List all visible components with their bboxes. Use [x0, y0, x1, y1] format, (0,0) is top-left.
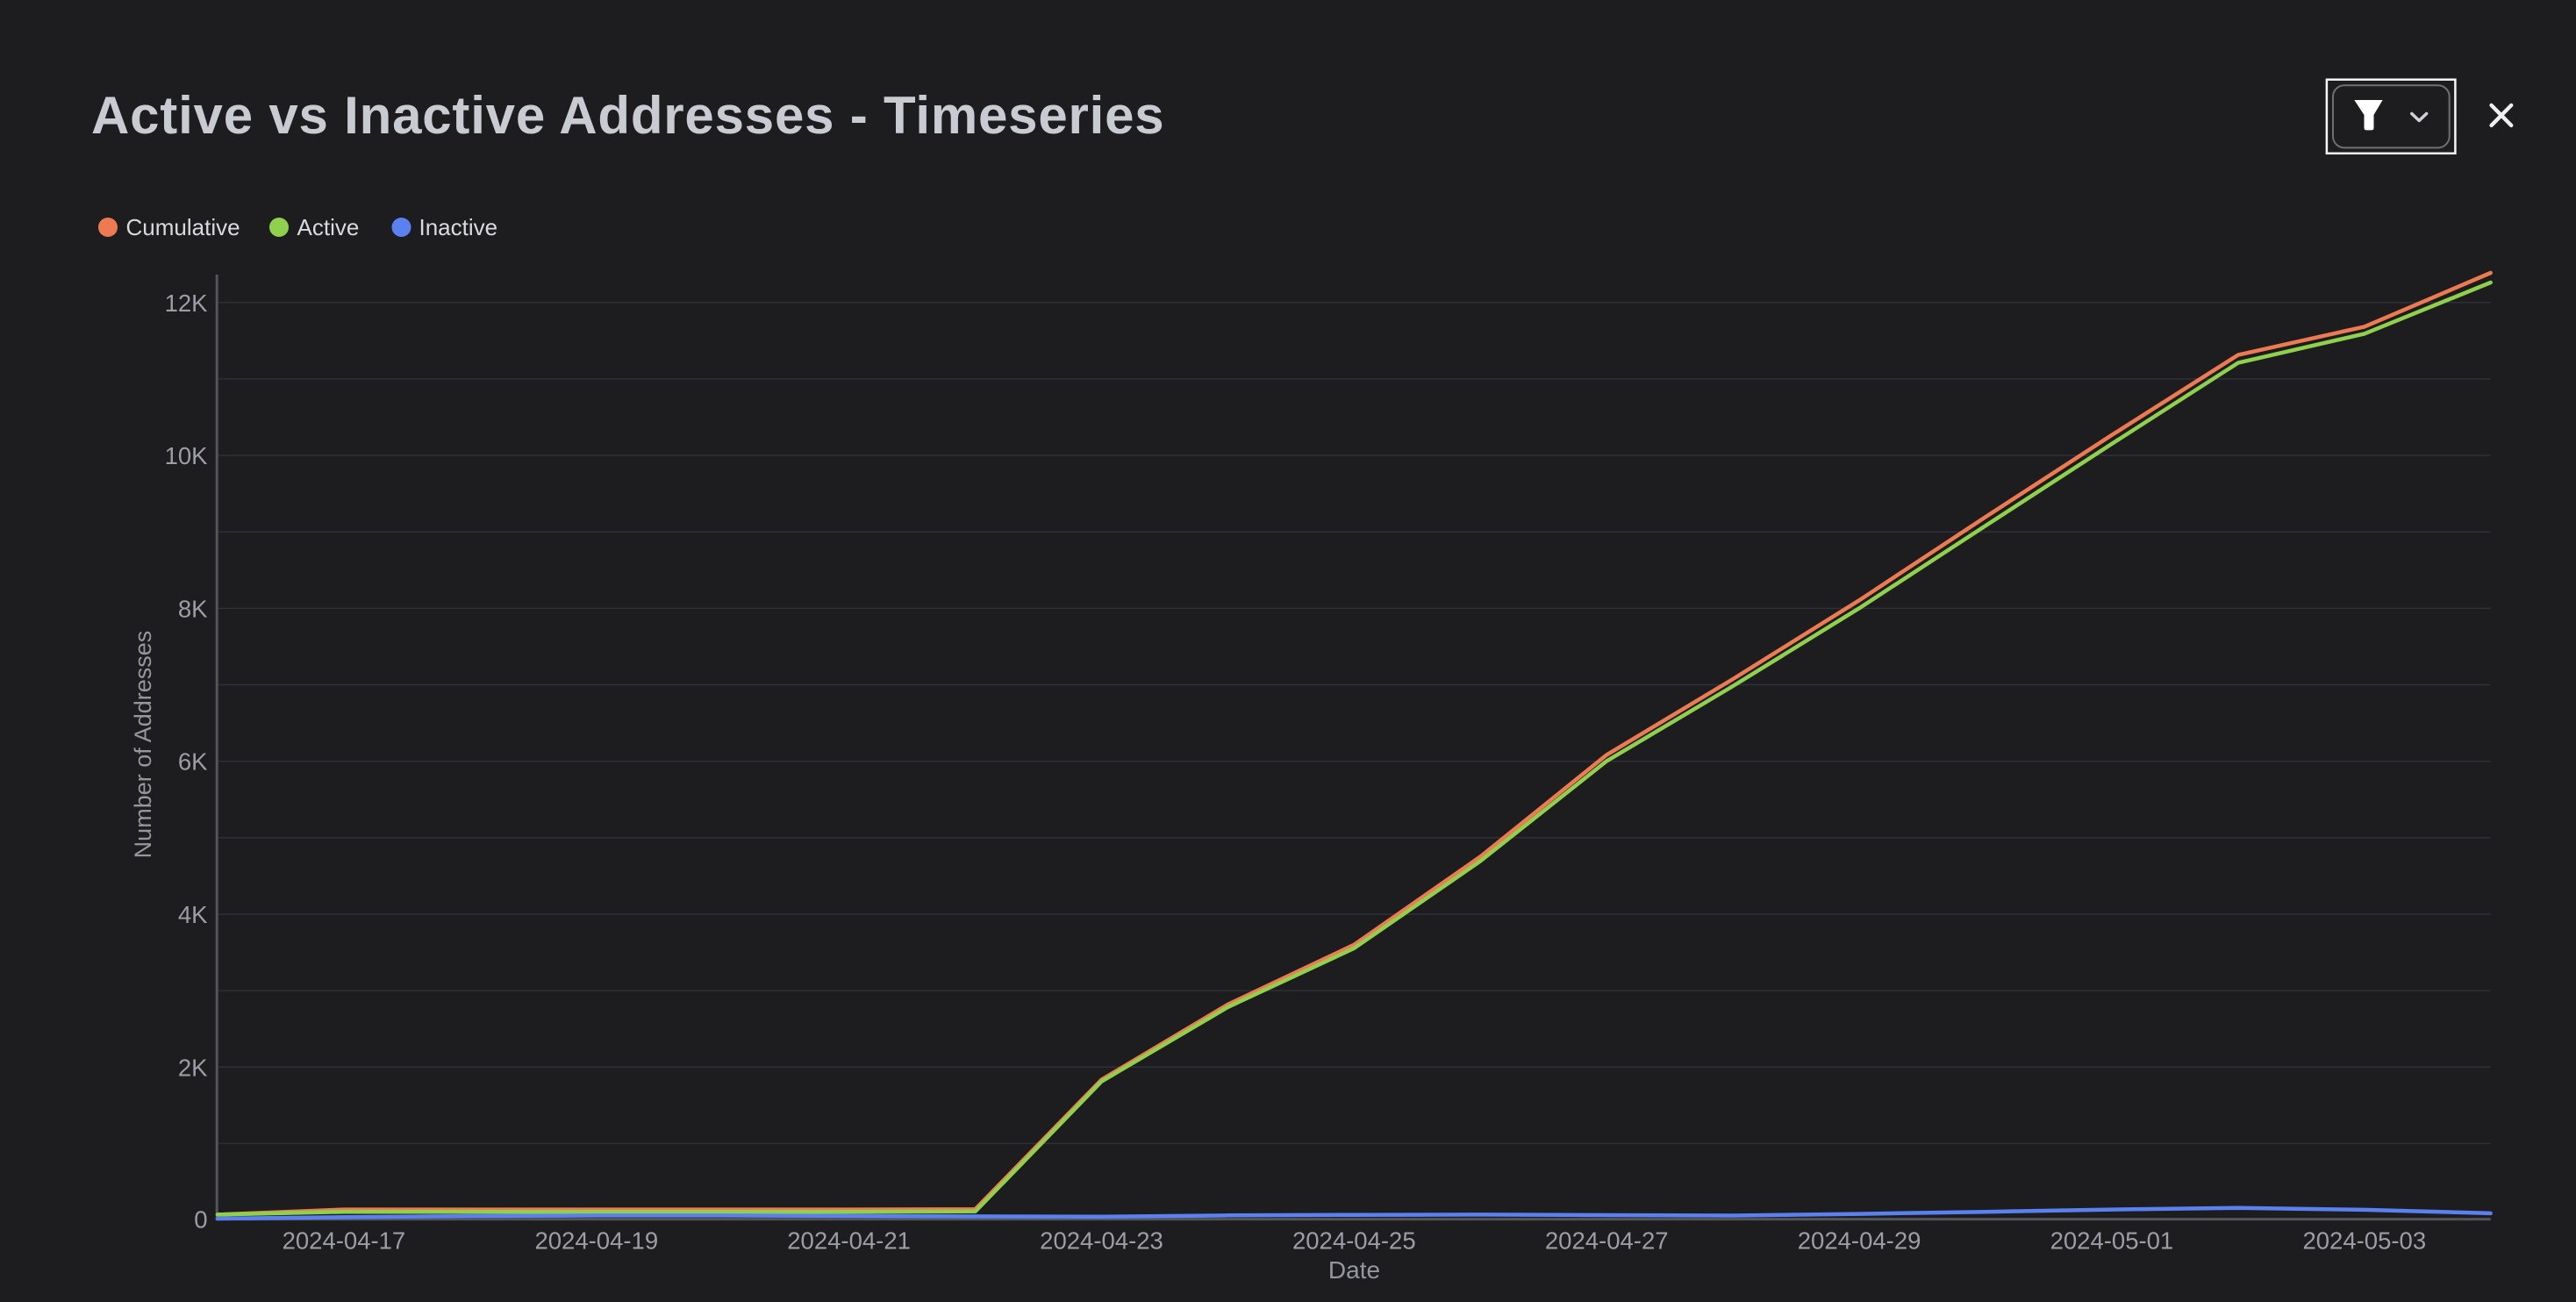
svg-text:Inactive: Inactive — [419, 214, 498, 240]
svg-text:2024-04-27: 2024-04-27 — [1545, 1227, 1669, 1255]
svg-text:10K: 10K — [165, 442, 209, 469]
svg-text:2K: 2K — [178, 1054, 208, 1081]
svg-text:2024-04-25: 2024-04-25 — [1292, 1227, 1416, 1255]
svg-text:2024-04-23: 2024-04-23 — [1040, 1227, 1163, 1255]
svg-text:4K: 4K — [178, 901, 208, 928]
svg-text:2024-04-17: 2024-04-17 — [283, 1227, 406, 1255]
svg-text:2024-04-29: 2024-04-29 — [1798, 1227, 1921, 1255]
svg-text:2024-05-01: 2024-05-01 — [2050, 1227, 2174, 1255]
svg-text:Cumulative: Cumulative — [126, 214, 240, 240]
svg-text:Active: Active — [297, 214, 360, 240]
svg-text:2024-04-19: 2024-04-19 — [534, 1227, 658, 1255]
svg-text:6K: 6K — [178, 748, 208, 776]
svg-text:Number of Addresses: Number of Addresses — [130, 631, 156, 859]
svg-text:2024-05-03: 2024-05-03 — [2302, 1227, 2426, 1255]
svg-text:12K: 12K — [165, 290, 209, 317]
svg-text:Date: Date — [1328, 1256, 1380, 1284]
svg-text:Active vs Inactive Addresses -: Active vs Inactive Addresses - Timeserie… — [91, 86, 1164, 145]
svg-text:2024-04-21: 2024-04-21 — [787, 1227, 911, 1255]
svg-text:0: 0 — [194, 1206, 207, 1234]
svg-text:8K: 8K — [178, 595, 208, 622]
